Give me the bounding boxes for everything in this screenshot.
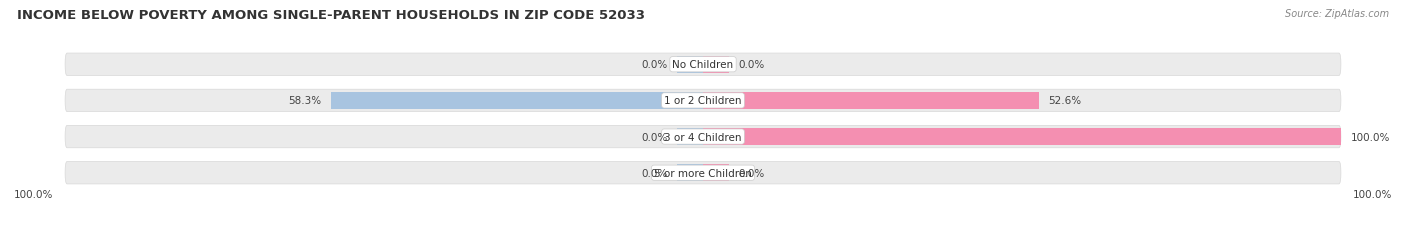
Bar bbox=[678, 164, 703, 181]
Text: 0.0%: 0.0% bbox=[738, 60, 765, 70]
Text: 0.0%: 0.0% bbox=[641, 60, 668, 70]
Bar bbox=[703, 93, 1039, 109]
Text: 52.6%: 52.6% bbox=[1047, 96, 1081, 106]
Bar bbox=[678, 129, 703, 145]
Text: 3 or 4 Children: 3 or 4 Children bbox=[664, 132, 742, 142]
FancyBboxPatch shape bbox=[65, 126, 1341, 148]
Text: INCOME BELOW POVERTY AMONG SINGLE-PARENT HOUSEHOLDS IN ZIP CODE 52033: INCOME BELOW POVERTY AMONG SINGLE-PARENT… bbox=[17, 9, 645, 22]
Text: 0.0%: 0.0% bbox=[641, 132, 668, 142]
Text: Source: ZipAtlas.com: Source: ZipAtlas.com bbox=[1285, 9, 1389, 19]
FancyBboxPatch shape bbox=[65, 90, 1341, 112]
Text: 100.0%: 100.0% bbox=[1351, 132, 1391, 142]
Bar bbox=[703, 57, 728, 73]
Bar bbox=[703, 129, 1341, 145]
Bar bbox=[330, 93, 703, 109]
Text: 0.0%: 0.0% bbox=[641, 168, 668, 178]
Bar bbox=[703, 164, 728, 181]
Text: 5 or more Children: 5 or more Children bbox=[654, 168, 752, 178]
Bar bbox=[678, 57, 703, 73]
Text: 100.0%: 100.0% bbox=[14, 190, 53, 200]
Text: 0.0%: 0.0% bbox=[738, 168, 765, 178]
FancyBboxPatch shape bbox=[65, 162, 1341, 184]
Text: No Children: No Children bbox=[672, 60, 734, 70]
Text: 58.3%: 58.3% bbox=[288, 96, 322, 106]
Text: 100.0%: 100.0% bbox=[1353, 190, 1392, 200]
FancyBboxPatch shape bbox=[65, 54, 1341, 76]
Text: 1 or 2 Children: 1 or 2 Children bbox=[664, 96, 742, 106]
